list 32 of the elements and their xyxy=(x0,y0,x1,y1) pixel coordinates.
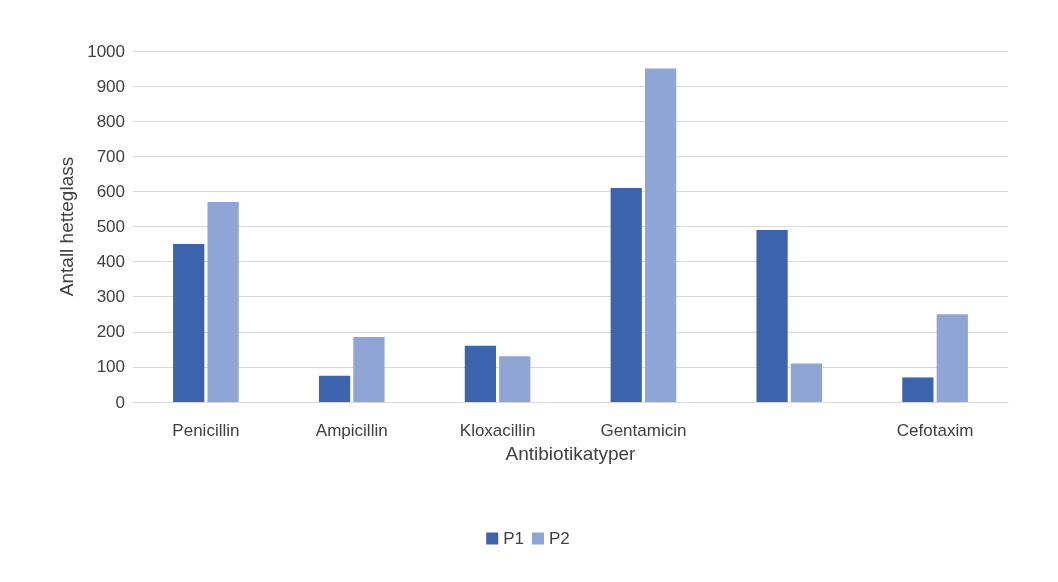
bar xyxy=(610,187,642,402)
legend-label: P1 xyxy=(503,529,524,548)
x-tick-label: Ampicillin xyxy=(315,421,388,440)
y-tick-label: 400 xyxy=(96,252,125,272)
y-tick-label: 100 xyxy=(96,357,125,377)
y-tick-label: 900 xyxy=(96,76,125,96)
y-tick-label: 700 xyxy=(96,146,125,166)
bar xyxy=(464,345,497,402)
y-tick-label: 300 xyxy=(96,287,125,307)
legend-label: P2 xyxy=(549,529,570,548)
bar xyxy=(790,363,823,402)
bar xyxy=(644,68,677,402)
bar xyxy=(207,201,239,402)
y-tick-label: 0 xyxy=(115,392,125,412)
x-axis-title: Antibiotikatyper xyxy=(505,443,637,464)
bar xyxy=(936,314,968,402)
x-tick-label: Penicillin xyxy=(172,421,240,440)
y-tick-label: 600 xyxy=(96,181,125,201)
bar xyxy=(173,244,205,402)
y-tick-label: 800 xyxy=(96,111,125,131)
bar xyxy=(902,377,934,402)
bar xyxy=(318,375,351,402)
y-tick-label: 1000 xyxy=(87,41,125,61)
bar xyxy=(756,230,788,402)
bar xyxy=(353,337,385,402)
x-tick-label: Cefotaxim xyxy=(896,421,974,440)
y-tick-label: 200 xyxy=(96,322,125,342)
y-axis-title: Antall hetteglass xyxy=(56,156,78,297)
bar xyxy=(499,356,531,402)
x-tick-label: Gentamicin xyxy=(600,421,687,440)
x-tick-label: Kloxacillin xyxy=(459,421,536,440)
y-tick-label: 500 xyxy=(96,217,125,236)
